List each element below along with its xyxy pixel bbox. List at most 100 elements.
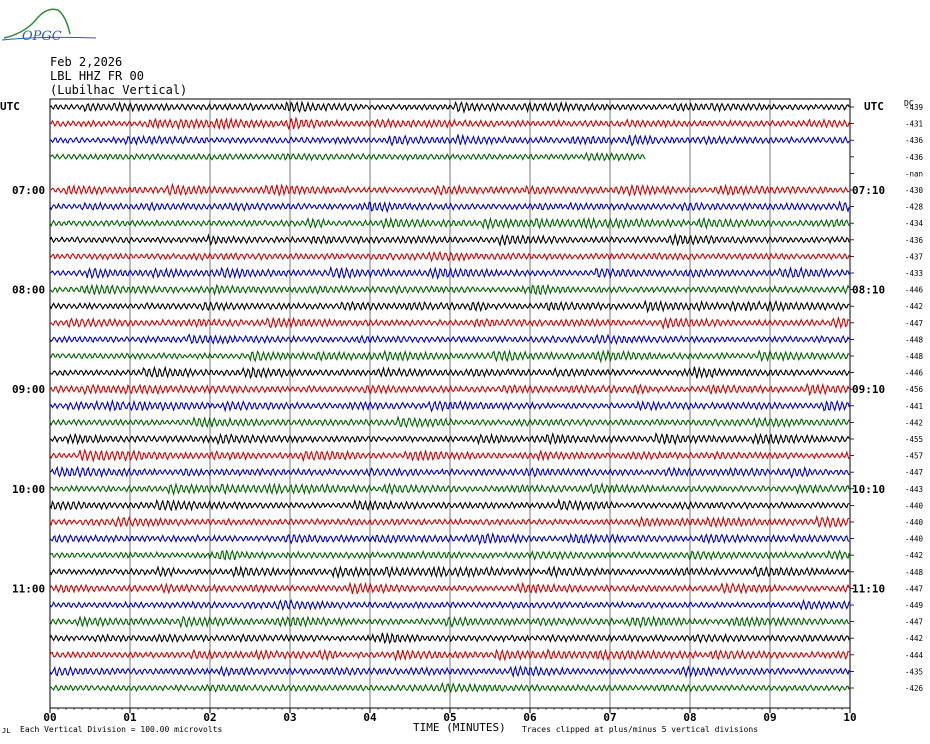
left-axis-title: UTC bbox=[0, 100, 20, 113]
dc-offset-label: -440 bbox=[905, 535, 924, 544]
dc-offset-label: -443 bbox=[905, 485, 923, 494]
logo-mountain-icon bbox=[3, 8, 71, 39]
right-time-label: 07:10 bbox=[852, 184, 885, 197]
dc-offset-label: -448 bbox=[905, 352, 924, 361]
seismic-trace-0 bbox=[49, 100, 850, 114]
seismic-trace-1 bbox=[49, 116, 850, 131]
dc-offset-label: -433 bbox=[905, 269, 923, 278]
dc-offset-label: -434 bbox=[905, 219, 924, 228]
logo-text: OPGC bbox=[22, 29, 62, 44]
seismic-trace-21 bbox=[49, 448, 850, 463]
dc-offset-label: -442 bbox=[905, 551, 923, 560]
right-time-label: 10:10 bbox=[852, 483, 885, 496]
dc-header: DC bbox=[904, 99, 914, 108]
x-tick-label: 04 bbox=[363, 711, 377, 724]
footer-mark: JL bbox=[2, 727, 11, 735]
dc-offset-label: -447 bbox=[905, 319, 923, 328]
seismic-trace-35 bbox=[49, 681, 850, 694]
dc-offset-label: -437 bbox=[905, 252, 923, 261]
dc-offset-label: -436 bbox=[905, 136, 924, 145]
dc-offset-label: -447 bbox=[905, 618, 923, 627]
dc-offset-label: -430 bbox=[905, 186, 924, 195]
opgc-logo: OPGC bbox=[1, 8, 97, 44]
dc-offset-label: -442 bbox=[905, 302, 923, 311]
seismic-trace-19 bbox=[49, 415, 850, 429]
seismic-trace-16 bbox=[49, 365, 850, 380]
left-time-label: 08:00 bbox=[12, 284, 45, 297]
seismic-trace-3 bbox=[49, 151, 646, 162]
dc-offset-label: -436 bbox=[905, 153, 924, 162]
seismic-trace-27 bbox=[49, 549, 850, 561]
x-tick-label: 03 bbox=[283, 711, 296, 724]
dc-offset-label: -447 bbox=[905, 584, 923, 593]
dc-offset-label: -447 bbox=[905, 468, 923, 477]
left-time-label: 11:00 bbox=[12, 582, 45, 595]
seismic-trace-31 bbox=[49, 615, 850, 629]
dc-offset-label: -440 bbox=[905, 501, 924, 510]
x-tick-label: 01 bbox=[123, 711, 137, 724]
dc-offset-label: -nan bbox=[905, 169, 923, 178]
dc-offset-label: -436 bbox=[905, 236, 924, 245]
dc-offset-label: -442 bbox=[905, 418, 923, 427]
seismic-trace-26 bbox=[49, 532, 850, 546]
dc-offset-label: -442 bbox=[905, 634, 923, 643]
vertical-division-note: Each Vertical Division = 100.00 microvol… bbox=[20, 725, 223, 734]
seismic-trace-23 bbox=[49, 481, 850, 497]
seismic-trace-13 bbox=[49, 316, 850, 331]
seismic-trace-17 bbox=[49, 382, 850, 397]
x-tick-label: 08 bbox=[683, 711, 696, 724]
seismic-trace-15 bbox=[49, 348, 850, 364]
seismic-trace-12 bbox=[49, 299, 850, 314]
x-tick-label: 02 bbox=[203, 711, 216, 724]
dc-offset-label: -448 bbox=[905, 335, 924, 344]
seismic-trace-24 bbox=[49, 498, 850, 512]
dc-offset-label: -428 bbox=[905, 203, 924, 212]
x-tick-label: 05 bbox=[443, 711, 456, 724]
seismic-trace-28 bbox=[49, 565, 850, 580]
x-tick-label: 10 bbox=[843, 711, 856, 724]
dc-offset-label: -426 bbox=[905, 684, 924, 693]
station-label: LBL HHZ FR 00 bbox=[50, 69, 144, 83]
seismic-trace-34 bbox=[49, 664, 850, 679]
dc-offset-label: -439 bbox=[905, 103, 923, 112]
seismic-trace-29 bbox=[49, 581, 850, 595]
seismic-trace-14 bbox=[49, 333, 850, 346]
seismic-trace-10 bbox=[49, 265, 850, 280]
dc-offset-label: -448 bbox=[905, 568, 924, 577]
right-time-label: 09:10 bbox=[852, 383, 885, 396]
seismic-trace-8 bbox=[49, 232, 850, 247]
right-time-label: 11:10 bbox=[852, 582, 885, 595]
seismic-trace-22 bbox=[49, 465, 850, 479]
x-tick-label: 07 bbox=[603, 711, 616, 724]
seismic-trace-32 bbox=[49, 631, 850, 645]
seismic-trace-2 bbox=[50, 133, 850, 147]
dc-offset-label: -431 bbox=[905, 120, 923, 129]
seismic-trace-18 bbox=[49, 399, 850, 413]
right-time-label: 08:10 bbox=[852, 284, 885, 297]
seismic-trace-5 bbox=[49, 182, 850, 198]
dc-offset-label: -449 bbox=[905, 601, 923, 610]
dc-offset-label: -444 bbox=[905, 651, 924, 660]
dc-offset-label: -456 bbox=[905, 385, 924, 394]
site-label: (Lubilhac Vertical) bbox=[50, 83, 188, 97]
left-time-label: 10:00 bbox=[12, 483, 45, 496]
seismic-trace-25 bbox=[49, 514, 850, 529]
x-tick-label: 06 bbox=[523, 711, 537, 724]
dc-offset-label: -435 bbox=[905, 667, 923, 676]
left-time-label: 09:00 bbox=[12, 383, 45, 396]
x-tick-label: 09 bbox=[763, 711, 776, 724]
left-time-label: 07:00 bbox=[12, 184, 45, 197]
dc-offset-label: -455 bbox=[905, 435, 923, 444]
clip-note: Traces clipped at plus/minus 5 vertical … bbox=[522, 725, 759, 734]
dc-offset-label: -446 bbox=[905, 286, 924, 295]
date-label: Feb 2,2026 bbox=[50, 55, 123, 69]
seismic-trace-20 bbox=[49, 431, 850, 446]
seismic-trace-7 bbox=[49, 216, 850, 231]
x-axis-title: TIME (MINUTES) bbox=[413, 721, 506, 734]
seismic-trace-33 bbox=[49, 648, 850, 662]
seismic-trace-11 bbox=[49, 283, 850, 297]
right-axis-title: UTC bbox=[864, 100, 884, 113]
dc-offset-label: -446 bbox=[905, 369, 924, 378]
dc-offset-label: -440 bbox=[905, 518, 924, 527]
